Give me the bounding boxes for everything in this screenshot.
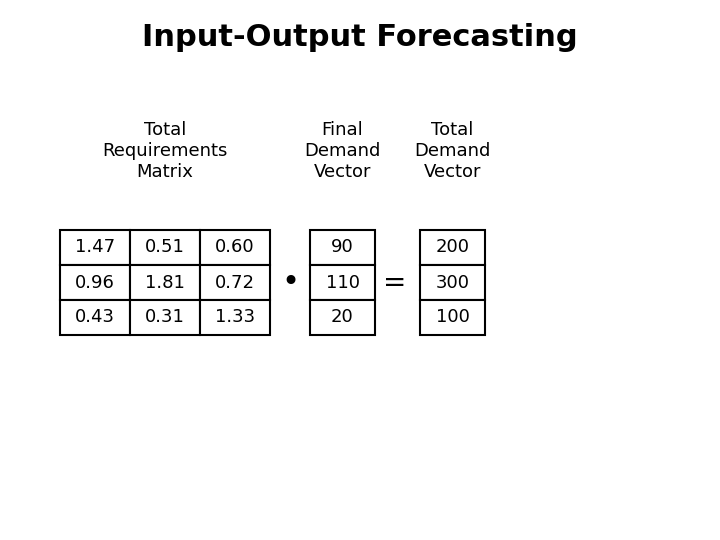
- Text: 20: 20: [331, 308, 354, 327]
- Bar: [200, 300, 270, 335]
- Bar: [200, 230, 270, 265]
- Bar: [420, 300, 485, 335]
- Bar: [130, 265, 200, 300]
- Bar: [130, 300, 200, 335]
- Bar: [310, 265, 375, 300]
- Text: 1.33: 1.33: [215, 308, 255, 327]
- Text: Input-Output Forecasting: Input-Output Forecasting: [142, 23, 578, 52]
- Text: 0.51: 0.51: [145, 239, 185, 256]
- Text: 1.47: 1.47: [75, 239, 115, 256]
- Bar: [420, 230, 485, 265]
- Bar: [200, 265, 270, 300]
- Text: 1.81: 1.81: [145, 273, 185, 292]
- Text: 0.96: 0.96: [75, 273, 115, 292]
- Text: 110: 110: [325, 273, 359, 292]
- Text: 0.43: 0.43: [75, 308, 115, 327]
- Text: 200: 200: [436, 239, 469, 256]
- Text: Total
Requirements
Matrix: Total Requirements Matrix: [102, 122, 228, 181]
- Bar: [310, 230, 375, 265]
- Text: •: •: [281, 268, 299, 297]
- Text: 0.72: 0.72: [215, 273, 255, 292]
- Bar: [310, 300, 375, 335]
- Text: 300: 300: [436, 273, 469, 292]
- Text: 100: 100: [436, 308, 469, 327]
- Text: 90: 90: [331, 239, 354, 256]
- Text: Final
Demand
Vector: Final Demand Vector: [305, 122, 381, 181]
- Text: 0.60: 0.60: [215, 239, 255, 256]
- Bar: [60, 230, 130, 265]
- Bar: [130, 230, 200, 265]
- Bar: [60, 300, 130, 335]
- Text: Total
Demand
Vector: Total Demand Vector: [414, 122, 491, 181]
- Text: 0.31: 0.31: [145, 308, 185, 327]
- Bar: [60, 265, 130, 300]
- Bar: [420, 265, 485, 300]
- Text: =: =: [383, 268, 407, 296]
